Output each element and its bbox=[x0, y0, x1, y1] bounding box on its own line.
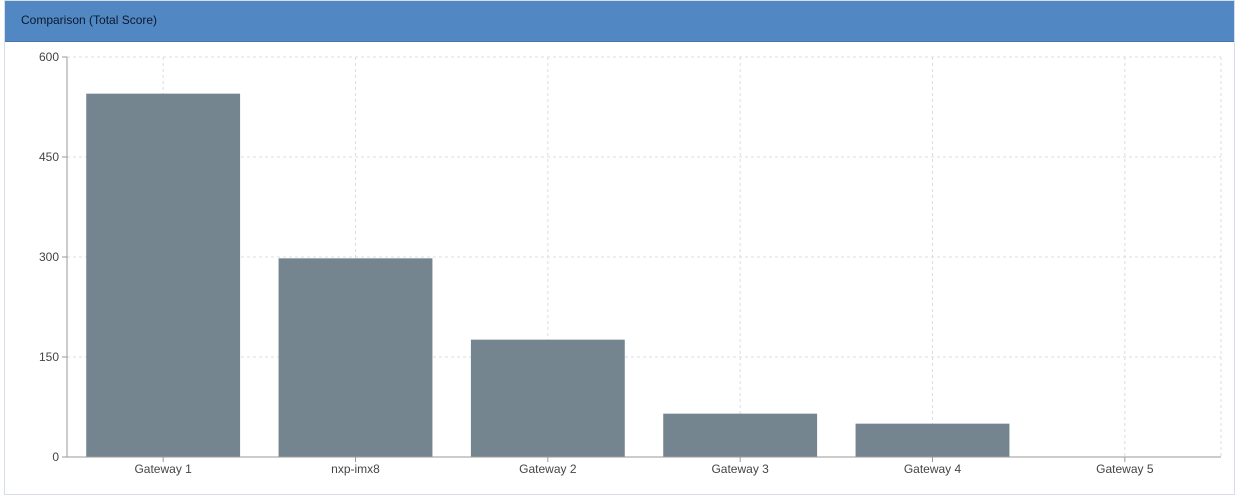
y-tick-label: 600 bbox=[39, 50, 59, 64]
x-tick-label: Gateway 2 bbox=[519, 462, 577, 476]
bar-gateway-2 bbox=[470, 339, 625, 457]
x-tick-label: Gateway 3 bbox=[711, 462, 769, 476]
x-tick-label: Gateway 5 bbox=[1096, 462, 1154, 476]
x-tick-label: Gateway 4 bbox=[904, 462, 962, 476]
y-tick-label: 300 bbox=[39, 250, 59, 264]
chart-panel: Comparison (Total Score) 0 150 300 450 600 Ga… bbox=[4, 0, 1235, 495]
chart-area: 0 150 300 450 600 Gateway 1 nxp-imx8 Gateway 2 G… bbox=[5, 42, 1236, 496]
bar-gateway-4 bbox=[855, 423, 1010, 457]
x-tick-label: nxp-imx8 bbox=[331, 462, 380, 476]
y-tick-label: 150 bbox=[39, 350, 59, 364]
bar-gateway-1 bbox=[86, 93, 241, 457]
panel-header: Comparison (Total Score) bbox=[5, 1, 1234, 42]
bar-nxp-imx8 bbox=[278, 258, 433, 457]
x-tick-label: Gateway 1 bbox=[134, 462, 192, 476]
y-tick-label: 450 bbox=[39, 150, 59, 164]
bar-chart: 0 150 300 450 600 Gateway 1 nxp-imx8 Gateway 2 G… bbox=[39, 50, 1222, 476]
y-tick-label: 0 bbox=[52, 450, 59, 464]
bar-gateway-3 bbox=[663, 413, 818, 457]
panel-title: Comparison (Total Score) bbox=[21, 13, 158, 27]
